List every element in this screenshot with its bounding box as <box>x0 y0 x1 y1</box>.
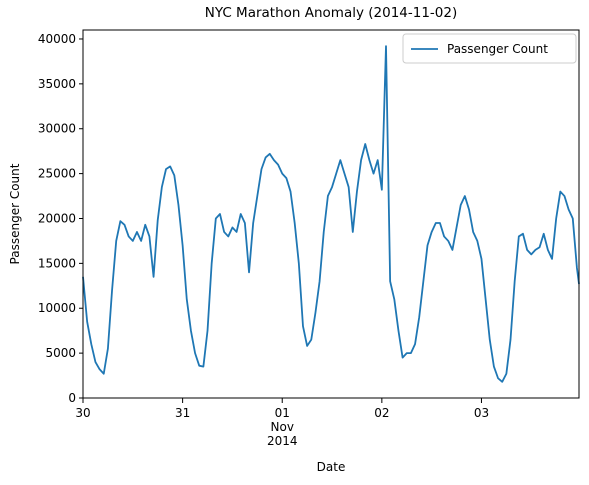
y-tick-label: 25000 <box>38 167 76 181</box>
x-tick-label: 30 <box>75 406 90 420</box>
y-tick-label: 15000 <box>38 256 76 270</box>
x-tick-label: 03 <box>474 406 489 420</box>
x-axis-label: Date <box>317 460 346 474</box>
legend-box <box>402 33 577 64</box>
x-tick-label: 31 <box>175 406 190 420</box>
x-tick-label: 02 <box>374 406 389 420</box>
y-tick-label: 5000 <box>45 346 76 360</box>
x-tick-label: 01 Nov 2014 <box>267 406 298 448</box>
y-tick-label: 40000 <box>38 32 76 46</box>
plot-frame <box>82 29 580 399</box>
y-tick-label: 0 <box>68 391 76 405</box>
legend: Passenger Count <box>402 33 577 64</box>
chart-title: NYC Marathon Anomaly (2014-11-02) <box>205 5 458 21</box>
legend-label: Passenger Count <box>447 42 548 56</box>
y-tick-label: 35000 <box>38 77 76 91</box>
y-axis-label: Passenger Count <box>8 163 22 264</box>
y-tick-label: 30000 <box>38 122 76 136</box>
y-tick-label: 10000 <box>38 301 76 315</box>
data-line <box>82 45 580 383</box>
y-tick-label: 20000 <box>38 211 76 225</box>
